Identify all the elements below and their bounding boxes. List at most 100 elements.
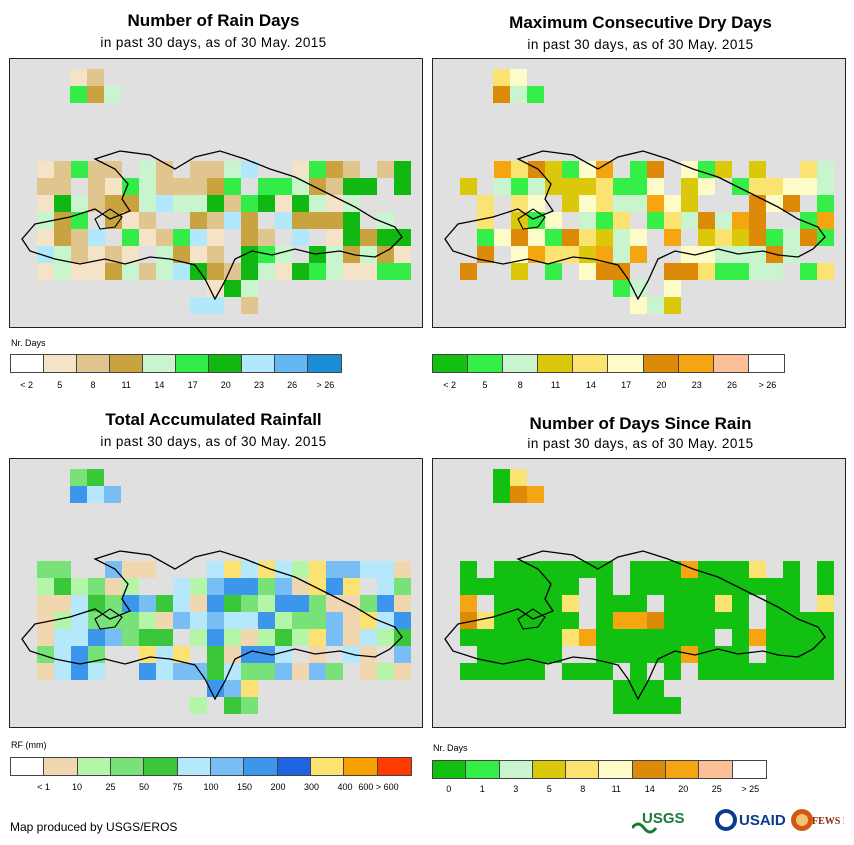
grid-cell bbox=[71, 229, 88, 246]
grid-cell bbox=[88, 195, 105, 212]
grid-cell bbox=[343, 195, 360, 212]
grid-cell bbox=[596, 195, 613, 212]
grid-cell bbox=[528, 195, 545, 212]
grid-cell bbox=[664, 195, 681, 212]
legend-label: 14 bbox=[154, 380, 165, 390]
grid-cell bbox=[783, 561, 800, 578]
grid-cell bbox=[104, 486, 121, 503]
grid-cell bbox=[309, 612, 326, 629]
grid-cell bbox=[71, 246, 88, 263]
grid-cell bbox=[783, 178, 800, 195]
grid-cell bbox=[460, 561, 477, 578]
grid-cell bbox=[579, 246, 596, 263]
grid-cell bbox=[681, 178, 698, 195]
grid-cell bbox=[275, 646, 292, 663]
grid-cell bbox=[732, 578, 749, 595]
legend-swatch bbox=[176, 355, 209, 372]
grid-cell bbox=[156, 595, 173, 612]
grid-cell bbox=[613, 646, 630, 663]
grid-cell bbox=[326, 561, 343, 578]
legend-swatch bbox=[532, 761, 567, 778]
grid-cell bbox=[664, 280, 681, 297]
grid-cell bbox=[326, 246, 343, 263]
grid-cell bbox=[562, 246, 579, 263]
grid-cell bbox=[783, 612, 800, 629]
grid-cell bbox=[545, 263, 562, 280]
grid-cell bbox=[224, 646, 241, 663]
grid-cell bbox=[377, 161, 394, 178]
grid-cell bbox=[511, 263, 528, 280]
grid-cell bbox=[241, 595, 258, 612]
grid-cell bbox=[156, 612, 173, 629]
grid-cell bbox=[241, 229, 258, 246]
grid-cell bbox=[105, 246, 122, 263]
legend-label: > 25 bbox=[741, 784, 760, 794]
grid-cell bbox=[275, 212, 292, 229]
grid-cell bbox=[343, 629, 360, 646]
legend-swatch bbox=[275, 355, 308, 372]
grid-cell bbox=[511, 178, 528, 195]
grid-cell bbox=[394, 629, 411, 646]
grid-cell bbox=[579, 663, 596, 680]
grid-cell bbox=[173, 646, 190, 663]
grid-cell bbox=[715, 561, 732, 578]
grid-cell bbox=[511, 629, 528, 646]
legend-label: 5 bbox=[57, 380, 63, 390]
grid-cell bbox=[698, 595, 715, 612]
grid-cell bbox=[224, 561, 241, 578]
grid-cell bbox=[71, 612, 88, 629]
grid-cell bbox=[241, 680, 258, 697]
fews-net-logo-text: FEWS NET bbox=[812, 816, 844, 827]
grid-cell bbox=[493, 469, 510, 486]
grid-cell bbox=[326, 263, 343, 280]
lake-outline bbox=[94, 608, 123, 630]
grid-cell bbox=[749, 195, 766, 212]
grid-cell bbox=[71, 646, 88, 663]
grid-cell bbox=[71, 212, 88, 229]
grid-cell bbox=[596, 612, 613, 629]
grid-cell bbox=[545, 629, 562, 646]
legend-label: 14 bbox=[644, 784, 655, 794]
grid-cell bbox=[377, 578, 394, 595]
grid-cell bbox=[122, 629, 139, 646]
grid-cell bbox=[766, 263, 783, 280]
grid-cell bbox=[630, 646, 647, 663]
grid-cell bbox=[562, 629, 579, 646]
grid-cell bbox=[309, 178, 326, 195]
grid-cell bbox=[510, 86, 527, 103]
grid-cell bbox=[817, 629, 834, 646]
grid-cells bbox=[37, 469, 411, 714]
island-outline bbox=[444, 550, 826, 701]
grid-cell bbox=[460, 629, 477, 646]
grid-cell bbox=[190, 629, 207, 646]
grid-cell bbox=[477, 246, 494, 263]
grid-cell bbox=[241, 697, 258, 714]
grid-cell bbox=[613, 178, 630, 195]
grid-cell bbox=[528, 663, 545, 680]
grid-cell bbox=[647, 212, 664, 229]
grid-cell bbox=[207, 561, 224, 578]
grid-cell bbox=[224, 578, 241, 595]
grid-cell bbox=[494, 663, 511, 680]
grid-cell bbox=[105, 178, 122, 195]
grid-cell bbox=[698, 629, 715, 646]
island-outline bbox=[21, 550, 403, 701]
grid-cell bbox=[190, 212, 207, 229]
grid-cell bbox=[292, 578, 309, 595]
grid-cell bbox=[732, 595, 749, 612]
panel-title: Number of Days Since Rain bbox=[529, 414, 752, 433]
grid-cell bbox=[241, 629, 258, 646]
legend-swatch bbox=[344, 758, 378, 775]
legend-label: < 2 bbox=[20, 380, 33, 390]
grid-cell bbox=[545, 595, 562, 612]
grid-cell bbox=[326, 629, 343, 646]
map-total-rainfall bbox=[9, 458, 423, 728]
grid-cell bbox=[54, 178, 71, 195]
panel-total-rainfall: Total Accumulated Rainfall in past 30 da… bbox=[0, 400, 427, 800]
lake-outline bbox=[517, 608, 546, 630]
grid-cell bbox=[562, 161, 579, 178]
legend-label: 3 bbox=[513, 784, 519, 794]
legend-swatch bbox=[308, 355, 341, 372]
grid-cell bbox=[749, 629, 766, 646]
grid-cell bbox=[54, 646, 71, 663]
